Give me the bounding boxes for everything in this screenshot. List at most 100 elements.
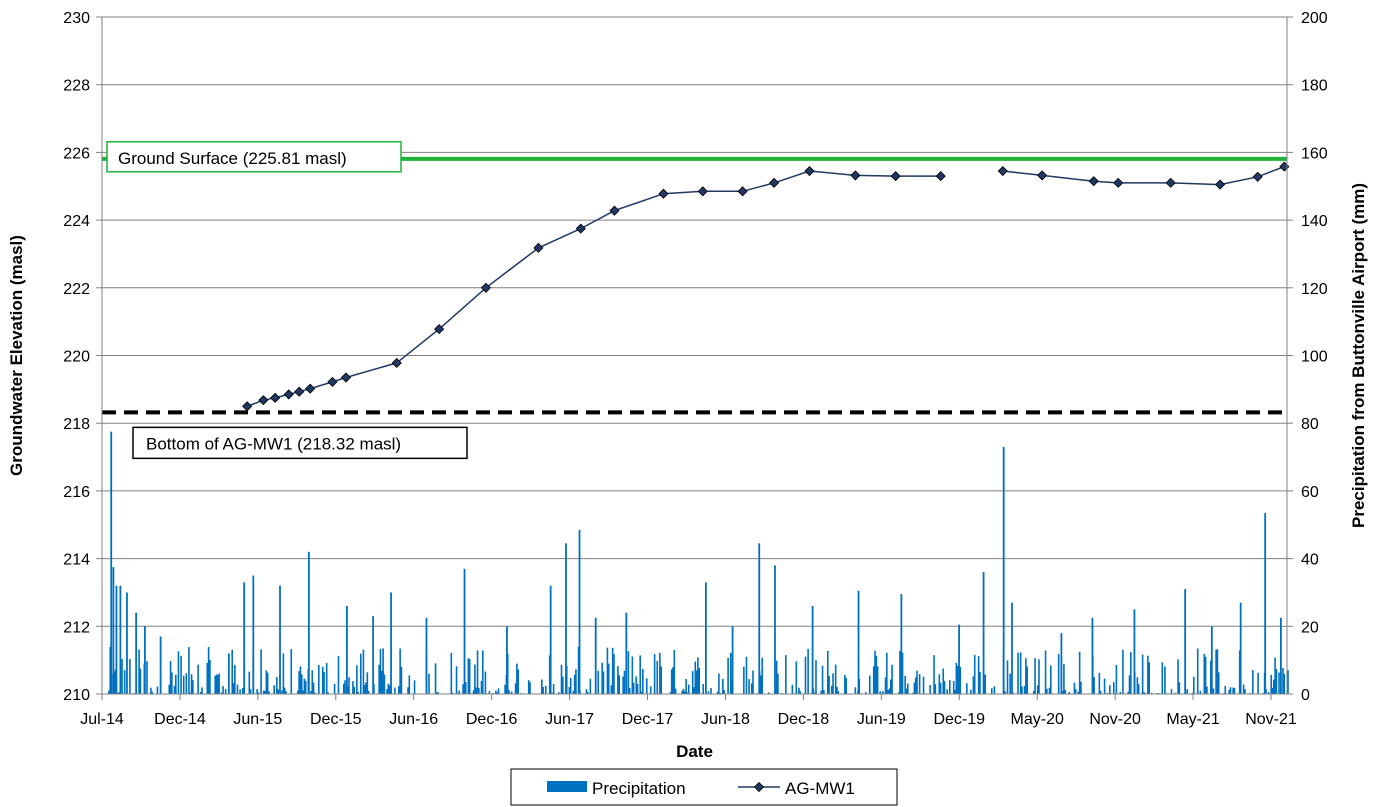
precip-bar-peak bbox=[112, 567, 115, 694]
precip-bar bbox=[743, 666, 745, 694]
precip-bar bbox=[1106, 692, 1109, 694]
precip-bar bbox=[434, 663, 437, 694]
precip-bar bbox=[514, 683, 517, 694]
precip-bar bbox=[719, 692, 722, 694]
precip-bar bbox=[640, 691, 643, 694]
precip-bar bbox=[388, 685, 391, 694]
bottom-well-label-box bbox=[132, 426, 468, 460]
precip-bar bbox=[260, 649, 262, 694]
precip-bar bbox=[905, 688, 908, 694]
precip-bar bbox=[231, 649, 234, 694]
precip-bar bbox=[1252, 670, 1254, 694]
axes bbox=[96, 16, 1293, 700]
precip-bar bbox=[177, 651, 180, 694]
precip-bar bbox=[1217, 672, 1220, 694]
precip-bar bbox=[828, 675, 830, 694]
precip-bar bbox=[884, 677, 887, 694]
precip-bar bbox=[830, 685, 833, 694]
y-left-tick-label: 210 bbox=[63, 687, 90, 704]
precip-bar bbox=[548, 655, 551, 694]
axis-titles: Date Groundwater Elevation (masl) Precip… bbox=[7, 183, 1368, 761]
precip-bar bbox=[823, 689, 825, 694]
precip-bar bbox=[436, 692, 438, 694]
precip-bar-peak bbox=[425, 617, 428, 694]
precip-bar bbox=[914, 677, 917, 694]
precip-bar bbox=[979, 671, 981, 694]
ground-surface-label-box bbox=[106, 141, 402, 173]
precip-bar bbox=[476, 650, 479, 694]
x-axis-title: Date bbox=[676, 742, 713, 761]
precip-bar bbox=[573, 674, 576, 694]
precip-bar bbox=[266, 672, 269, 694]
y-right-tick-label: 100 bbox=[1301, 349, 1328, 366]
precip-bar bbox=[1137, 684, 1140, 694]
precip-bar bbox=[1122, 649, 1124, 694]
precip-bar bbox=[303, 678, 306, 694]
ag-mw1-point bbox=[434, 324, 445, 335]
precip-bar bbox=[1023, 686, 1026, 694]
precip-bar bbox=[1004, 690, 1006, 694]
bottom-well-label: Bottom of AG-MW1 (218.32 masl) bbox=[146, 434, 401, 453]
precip-bar bbox=[311, 670, 314, 694]
y-left-tick-label: 214 bbox=[63, 552, 90, 569]
precip-bar bbox=[321, 666, 324, 694]
y-left-tick-label: 216 bbox=[63, 484, 90, 501]
precip-bar bbox=[297, 690, 299, 694]
precip-bar bbox=[224, 689, 227, 694]
precip-bar bbox=[645, 678, 648, 694]
y-right-tick-label: 0 bbox=[1301, 687, 1310, 704]
precip-bar bbox=[1178, 682, 1181, 694]
precip-bar bbox=[1228, 689, 1231, 694]
precip-bar bbox=[1050, 665, 1052, 694]
precip-bar bbox=[1080, 681, 1082, 694]
precip-bar bbox=[517, 669, 520, 694]
precip-bar bbox=[1021, 686, 1023, 694]
precip-bar bbox=[750, 683, 753, 694]
precip-bar bbox=[218, 673, 220, 694]
y-left-tick-label: 222 bbox=[63, 281, 90, 298]
x-tick-label: Dec-19 bbox=[933, 711, 985, 728]
ag-mw1-point bbox=[769, 177, 780, 188]
precip-bar bbox=[248, 671, 251, 694]
precip-bar bbox=[236, 684, 239, 694]
precip-bar bbox=[948, 680, 951, 694]
precip-bar bbox=[510, 691, 513, 694]
precip-bar bbox=[610, 685, 613, 694]
precip-bar bbox=[544, 685, 547, 694]
precip-bar-peak bbox=[159, 636, 162, 694]
precip-bar bbox=[1177, 659, 1179, 694]
precip-bar bbox=[214, 675, 216, 694]
precip-bar bbox=[171, 672, 173, 694]
precip-bar bbox=[108, 690, 110, 694]
precip-bar bbox=[879, 691, 882, 694]
precip-bar bbox=[693, 687, 695, 694]
precip-bar bbox=[516, 663, 518, 694]
precip-bar bbox=[1206, 686, 1208, 694]
precip-bar-peak bbox=[1287, 670, 1289, 694]
y-left-tick-label: 230 bbox=[63, 10, 90, 27]
precip-bar bbox=[323, 672, 325, 694]
precip-bar-peak bbox=[549, 585, 552, 694]
y-right-tick-label: 20 bbox=[1301, 619, 1319, 636]
precip-bar bbox=[206, 662, 209, 694]
precip-bar bbox=[1191, 692, 1194, 694]
annotations: Ground Surface (225.81 masl) Bottom of A… bbox=[106, 141, 468, 460]
y-left-tick-label: 220 bbox=[63, 349, 90, 366]
legend-label-precipitation: Precipitation bbox=[592, 779, 686, 798]
precip-bar bbox=[1257, 672, 1259, 694]
precip-bar bbox=[383, 674, 386, 694]
precip-bar bbox=[685, 678, 687, 694]
precip-bar bbox=[1061, 690, 1064, 694]
y-left-tick-label: 228 bbox=[63, 78, 90, 95]
y-right-tick-label: 200 bbox=[1301, 10, 1328, 27]
precip-bar bbox=[686, 692, 689, 694]
precip-bar bbox=[635, 676, 638, 694]
precip-bar-peak bbox=[115, 585, 118, 694]
precip-bar bbox=[1199, 690, 1202, 694]
precip-bar bbox=[1068, 692, 1070, 694]
precip-bar bbox=[897, 692, 900, 694]
precip-bar bbox=[707, 691, 710, 694]
precip-bar bbox=[1212, 688, 1215, 694]
precip-bar bbox=[872, 666, 875, 694]
precip-bar-peak bbox=[252, 575, 255, 694]
